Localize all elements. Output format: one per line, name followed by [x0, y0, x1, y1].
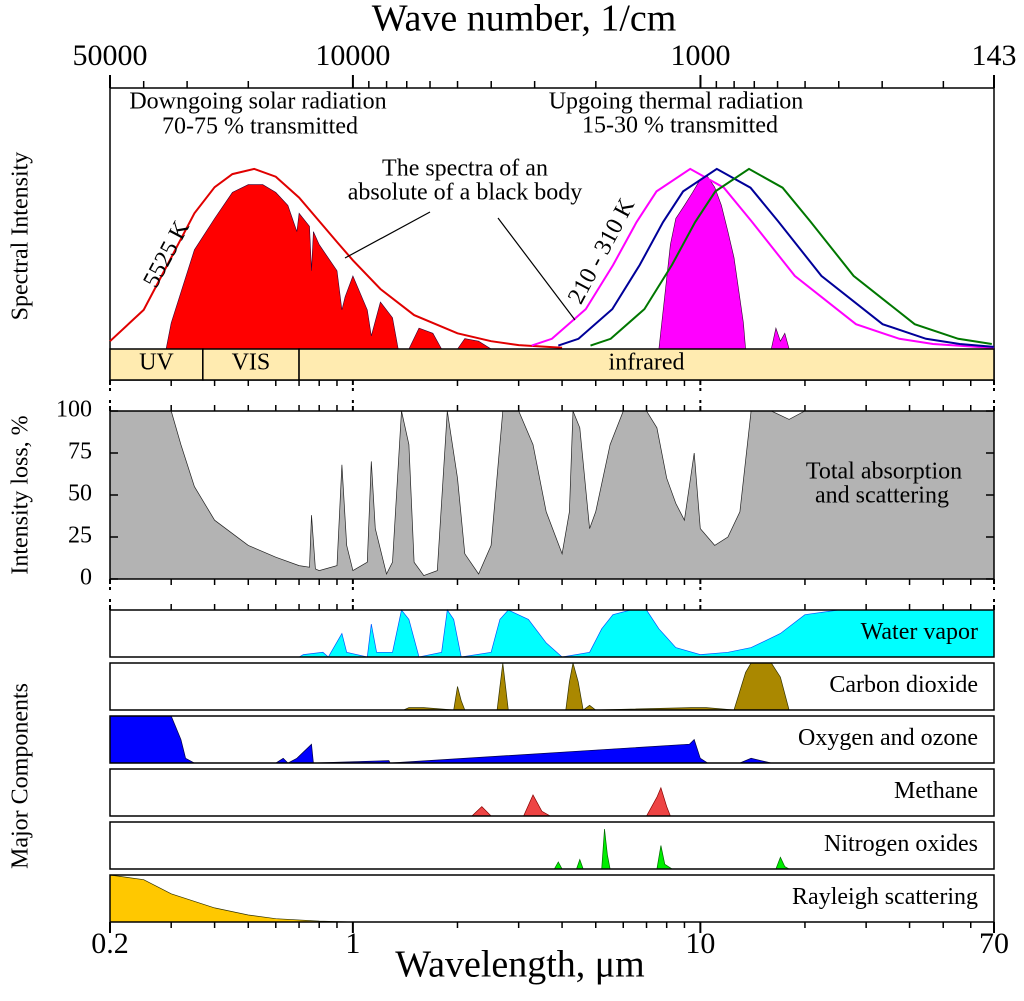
spectrum-curve [109, 167, 563, 349]
band-label: VIS [232, 350, 271, 376]
band-label: infrared [609, 350, 685, 376]
plots: 50000 10000 1000 143 UV VIS infrared 0 25 50 75 100… [56, 39, 1017, 960]
panel-frame [110, 875, 994, 922]
component-area [403, 662, 790, 711]
annotation: Downgoing solar radiation [129, 89, 386, 115]
panel-border [109, 874, 995, 923]
annotation: The spectra of an [382, 156, 548, 182]
annotation: Total absorption [806, 459, 962, 485]
spectrum-area [165, 184, 493, 350]
spectrum-curve [531, 167, 995, 349]
x-tick-label: 10000 [315, 39, 390, 72]
panel-border [109, 609, 995, 658]
annotations: Downgoing solar radiation 70-75 % transm… [129, 89, 962, 509]
band [109, 348, 204, 381]
annotation: and scattering [815, 483, 949, 509]
panel-frame [110, 822, 994, 869]
bottom-axis-title: Wavelength, μm [395, 944, 644, 986]
y-tick-label: 100 [56, 397, 92, 423]
annotation: 15-30 % transmitted [582, 113, 778, 139]
leader-line [497, 217, 576, 321]
spectrum-area [658, 176, 790, 350]
x-tick-label: 50000 [73, 39, 148, 72]
band [298, 348, 995, 381]
component-name: Oxygen and ozone [798, 725, 978, 751]
annotation: 70-75 % transmitted [162, 114, 358, 140]
component-name: Carbon dioxide [829, 672, 978, 698]
component-area [109, 715, 994, 764]
y-axis-title: Spectral Intensity [8, 152, 34, 321]
y-axis-title: Major Components [8, 683, 34, 869]
component-name: Nitrogen oxides [824, 831, 978, 857]
x-tick-label: 1000 [670, 39, 730, 72]
y-axis-title: Intensity loss, % [8, 415, 34, 574]
y-tick-label: 25 [68, 523, 92, 549]
component-name: Rayleigh scattering [792, 884, 978, 910]
leader-line [344, 211, 431, 259]
annotation: absolute of a black body [348, 180, 583, 206]
y-tick-label: 0 [80, 565, 92, 591]
panel-frame [110, 769, 994, 816]
panel-border [109, 662, 995, 711]
component-name: Methane [894, 778, 978, 804]
y-tick-label: 50 [68, 481, 92, 507]
panel-frame [110, 663, 994, 710]
y-tick-label: 75 [68, 439, 92, 465]
x-tick-label: 1 [345, 927, 360, 960]
spectrum-curve [590, 167, 992, 347]
panel-border [109, 768, 995, 817]
top-axis-title: Wave number, 1/cm [372, 0, 677, 40]
panel-border [109, 821, 995, 870]
panel-border [109, 715, 995, 764]
x-tick-label: 143 [972, 39, 1017, 72]
component-name: Water vapor [861, 619, 978, 645]
band-label: UV [139, 350, 174, 376]
annotation: Upgoing thermal radiation [549, 89, 804, 115]
